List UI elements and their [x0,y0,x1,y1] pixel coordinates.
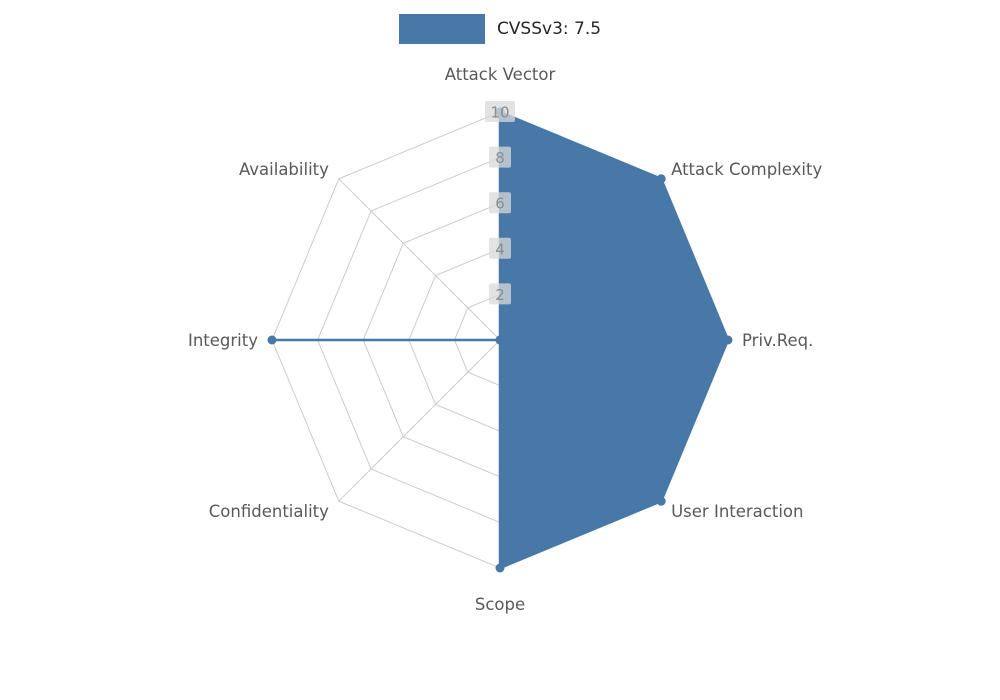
vertex-dot [495,335,505,345]
vertex-dot [656,174,666,184]
axis-label: Attack Vector [445,65,556,84]
grid-spoke [338,178,501,341]
tick-label: 10 [490,104,509,122]
grid-spoke [338,339,501,502]
tick-label: 8 [495,149,505,167]
axis-label: Attack Complexity [671,160,822,179]
legend: CVSSv3: 7.5 [0,14,1000,44]
tick-label: 6 [495,195,505,213]
tick-label-box [489,283,511,305]
legend-label: CVSSv3: 7.5 [496,19,602,39]
axis-label: Scope [475,595,525,614]
axis-label: Integrity [188,331,258,350]
axis-label: User Interaction [671,502,803,521]
tick-label-box [485,101,515,122]
legend-swatch [398,14,485,44]
vertex-dot [656,496,666,506]
vertex-dot [267,335,277,345]
axis-label: Confidentiality [209,502,329,521]
axis-label: Availability [239,160,329,179]
vertex-dot [723,335,733,345]
tick-label-box [489,146,511,168]
vertex-dot [495,563,505,573]
tick-label-box [489,192,511,214]
tick-label: 4 [495,240,505,258]
axis-label: Priv.Req. [742,331,813,350]
tick-label: 2 [495,286,505,304]
tick-label-box [489,237,511,259]
